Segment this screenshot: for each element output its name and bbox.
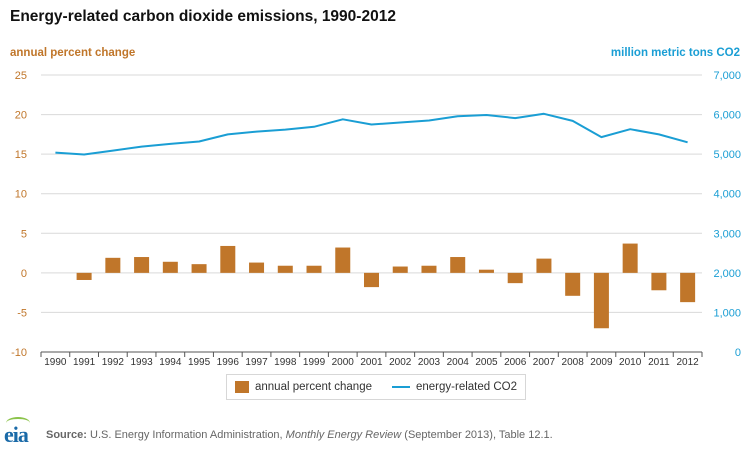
bar bbox=[507, 272, 523, 284]
x-tick-label: 1996 bbox=[217, 357, 240, 368]
legend-swatch-line bbox=[392, 386, 410, 388]
x-tick-label: 1997 bbox=[245, 357, 268, 368]
legend-item-bars: annual percent change bbox=[234, 381, 372, 393]
bar bbox=[478, 269, 494, 273]
right-tick-label: 0 bbox=[735, 347, 741, 359]
bar bbox=[450, 257, 466, 273]
eia-logo: eia bbox=[4, 417, 38, 448]
left-tick-label: 20 bbox=[15, 110, 27, 122]
bar bbox=[593, 272, 609, 329]
right-tick-label: 1,000 bbox=[713, 307, 741, 319]
chart-title: Energy-related carbon dioxide emissions,… bbox=[10, 8, 396, 25]
left-tick-label: 25 bbox=[15, 70, 27, 82]
x-tick-label: 2011 bbox=[648, 357, 670, 368]
source-label: Source: bbox=[46, 429, 87, 441]
left-tick-label: 15 bbox=[15, 149, 27, 161]
bar bbox=[249, 262, 265, 273]
legend-item-line: energy-related CO2 bbox=[392, 381, 517, 393]
x-tick-label: 2009 bbox=[590, 357, 613, 368]
left-axis-title: annual percent change bbox=[10, 47, 136, 59]
left-tick-label: 0 bbox=[21, 268, 27, 280]
bar bbox=[392, 266, 408, 273]
bar bbox=[277, 265, 293, 273]
bar bbox=[105, 257, 121, 273]
legend-swatch-bar bbox=[234, 381, 249, 393]
bar bbox=[622, 243, 638, 273]
right-tick-label: 3,000 bbox=[713, 228, 741, 240]
bar bbox=[76, 272, 92, 280]
x-tick-label: 2010 bbox=[619, 357, 642, 368]
bar bbox=[191, 264, 207, 273]
bar-series bbox=[76, 243, 696, 329]
x-tick-label: 2006 bbox=[504, 357, 527, 368]
x-tick-label: 2001 bbox=[360, 357, 383, 368]
x-tick-label: 2005 bbox=[475, 357, 498, 368]
x-tick-label: 2000 bbox=[332, 357, 355, 368]
bar bbox=[335, 247, 351, 273]
source-text-post: (September 2013), Table 12.1. bbox=[401, 429, 553, 441]
x-tick-label: 2004 bbox=[447, 357, 470, 368]
axes: -10 0 -5 1,000 0 2,000 5 3,000 10 4,000 15 5,000 20 6… bbox=[11, 70, 741, 368]
bar bbox=[536, 258, 552, 273]
source-publication: Monthly Energy Review bbox=[285, 429, 402, 441]
legend: annual percent change energy-related CO2 bbox=[226, 374, 526, 400]
legend-label-line: energy-related CO2 bbox=[416, 381, 517, 393]
bar bbox=[364, 272, 379, 288]
x-tick-label: 1994 bbox=[159, 357, 182, 368]
right-tick-label: 2,000 bbox=[713, 268, 741, 280]
right-axis-title: million metric tons CO2 bbox=[610, 47, 740, 59]
x-tick-label: 1999 bbox=[303, 357, 326, 368]
x-tick-label: 1998 bbox=[274, 357, 297, 368]
bar bbox=[162, 261, 178, 273]
x-tick-label: 1992 bbox=[102, 357, 125, 368]
x-tick-label: 1990 bbox=[44, 357, 67, 368]
x-tick-label: 1995 bbox=[188, 357, 211, 368]
right-tick-label: 4,000 bbox=[713, 189, 741, 201]
line-series bbox=[55, 112, 688, 156]
x-tick-label: 1991 bbox=[73, 357, 96, 368]
bar bbox=[306, 265, 322, 273]
left-tick-label: -5 bbox=[17, 307, 27, 319]
bar bbox=[134, 257, 150, 273]
footer: eia Source: U.S. Energy Information Admi… bbox=[4, 417, 744, 448]
x-tick-label: 1993 bbox=[130, 357, 153, 368]
bar bbox=[680, 272, 696, 303]
bar bbox=[421, 265, 437, 273]
right-tick-label: 7,000 bbox=[713, 70, 741, 82]
bar bbox=[651, 272, 667, 291]
left-tick-label: -10 bbox=[11, 347, 27, 359]
bar bbox=[565, 272, 581, 296]
x-tick-label: 2012 bbox=[677, 357, 700, 368]
left-tick-label: 5 bbox=[21, 228, 27, 240]
source-text-pre: U.S. Energy Information Administration, bbox=[86, 429, 286, 441]
bar bbox=[220, 245, 236, 273]
legend-label-bars: annual percent change bbox=[254, 381, 372, 393]
x-tick-label: 2007 bbox=[533, 357, 556, 368]
x-tick-label: 2002 bbox=[389, 357, 412, 368]
x-tick-label: 2003 bbox=[418, 357, 441, 368]
x-tick-label: 2008 bbox=[562, 357, 585, 368]
right-tick-label: 6,000 bbox=[713, 110, 741, 122]
co2-line bbox=[55, 112, 688, 156]
source-note: Source: U.S. Energy Information Administ… bbox=[46, 429, 553, 441]
right-tick-label: 5,000 bbox=[713, 149, 741, 161]
left-tick-label: 10 bbox=[15, 189, 27, 201]
